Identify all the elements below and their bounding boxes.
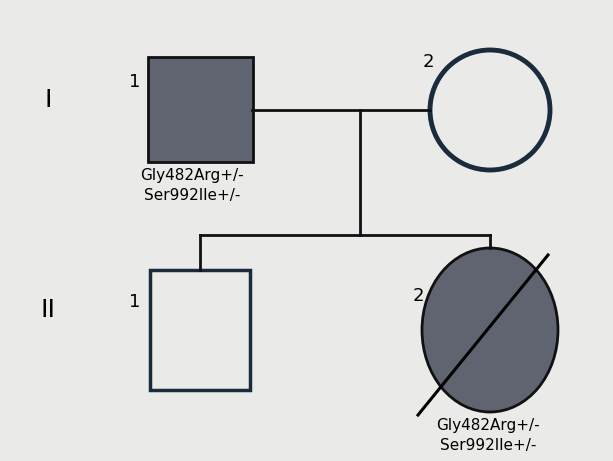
Text: Gly482Arg+/-
Ser992Ile+/-: Gly482Arg+/- Ser992Ile+/- bbox=[436, 418, 540, 453]
Text: 2: 2 bbox=[422, 53, 434, 71]
Text: 2: 2 bbox=[413, 287, 424, 305]
Ellipse shape bbox=[430, 50, 550, 170]
Bar bbox=[150, 270, 250, 390]
Text: I: I bbox=[44, 88, 51, 112]
Ellipse shape bbox=[422, 248, 558, 412]
Bar bbox=[148, 58, 253, 162]
Text: 1: 1 bbox=[129, 73, 141, 91]
Text: II: II bbox=[40, 298, 56, 322]
Text: Gly482Arg+/-
Ser992Ile+/-: Gly482Arg+/- Ser992Ile+/- bbox=[140, 168, 244, 203]
Text: 1: 1 bbox=[129, 293, 141, 311]
